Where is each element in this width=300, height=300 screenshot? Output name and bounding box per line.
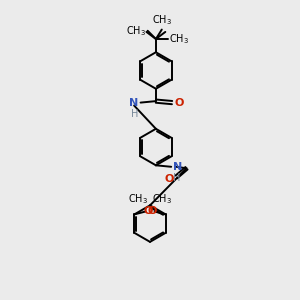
Text: N: N [129,98,139,108]
Text: H: H [131,109,139,119]
Text: CH$_3$: CH$_3$ [128,192,148,206]
Text: CH$_3$: CH$_3$ [152,192,172,206]
Text: CH$_3$: CH$_3$ [169,32,189,46]
Text: O: O [174,98,184,108]
Text: CH$_3$: CH$_3$ [152,14,172,27]
Text: O: O [143,206,153,216]
Text: N: N [173,162,182,172]
Text: CH$_3$: CH$_3$ [126,24,146,38]
Text: O: O [147,206,157,216]
Text: H: H [173,173,181,183]
Text: O: O [164,174,174,184]
